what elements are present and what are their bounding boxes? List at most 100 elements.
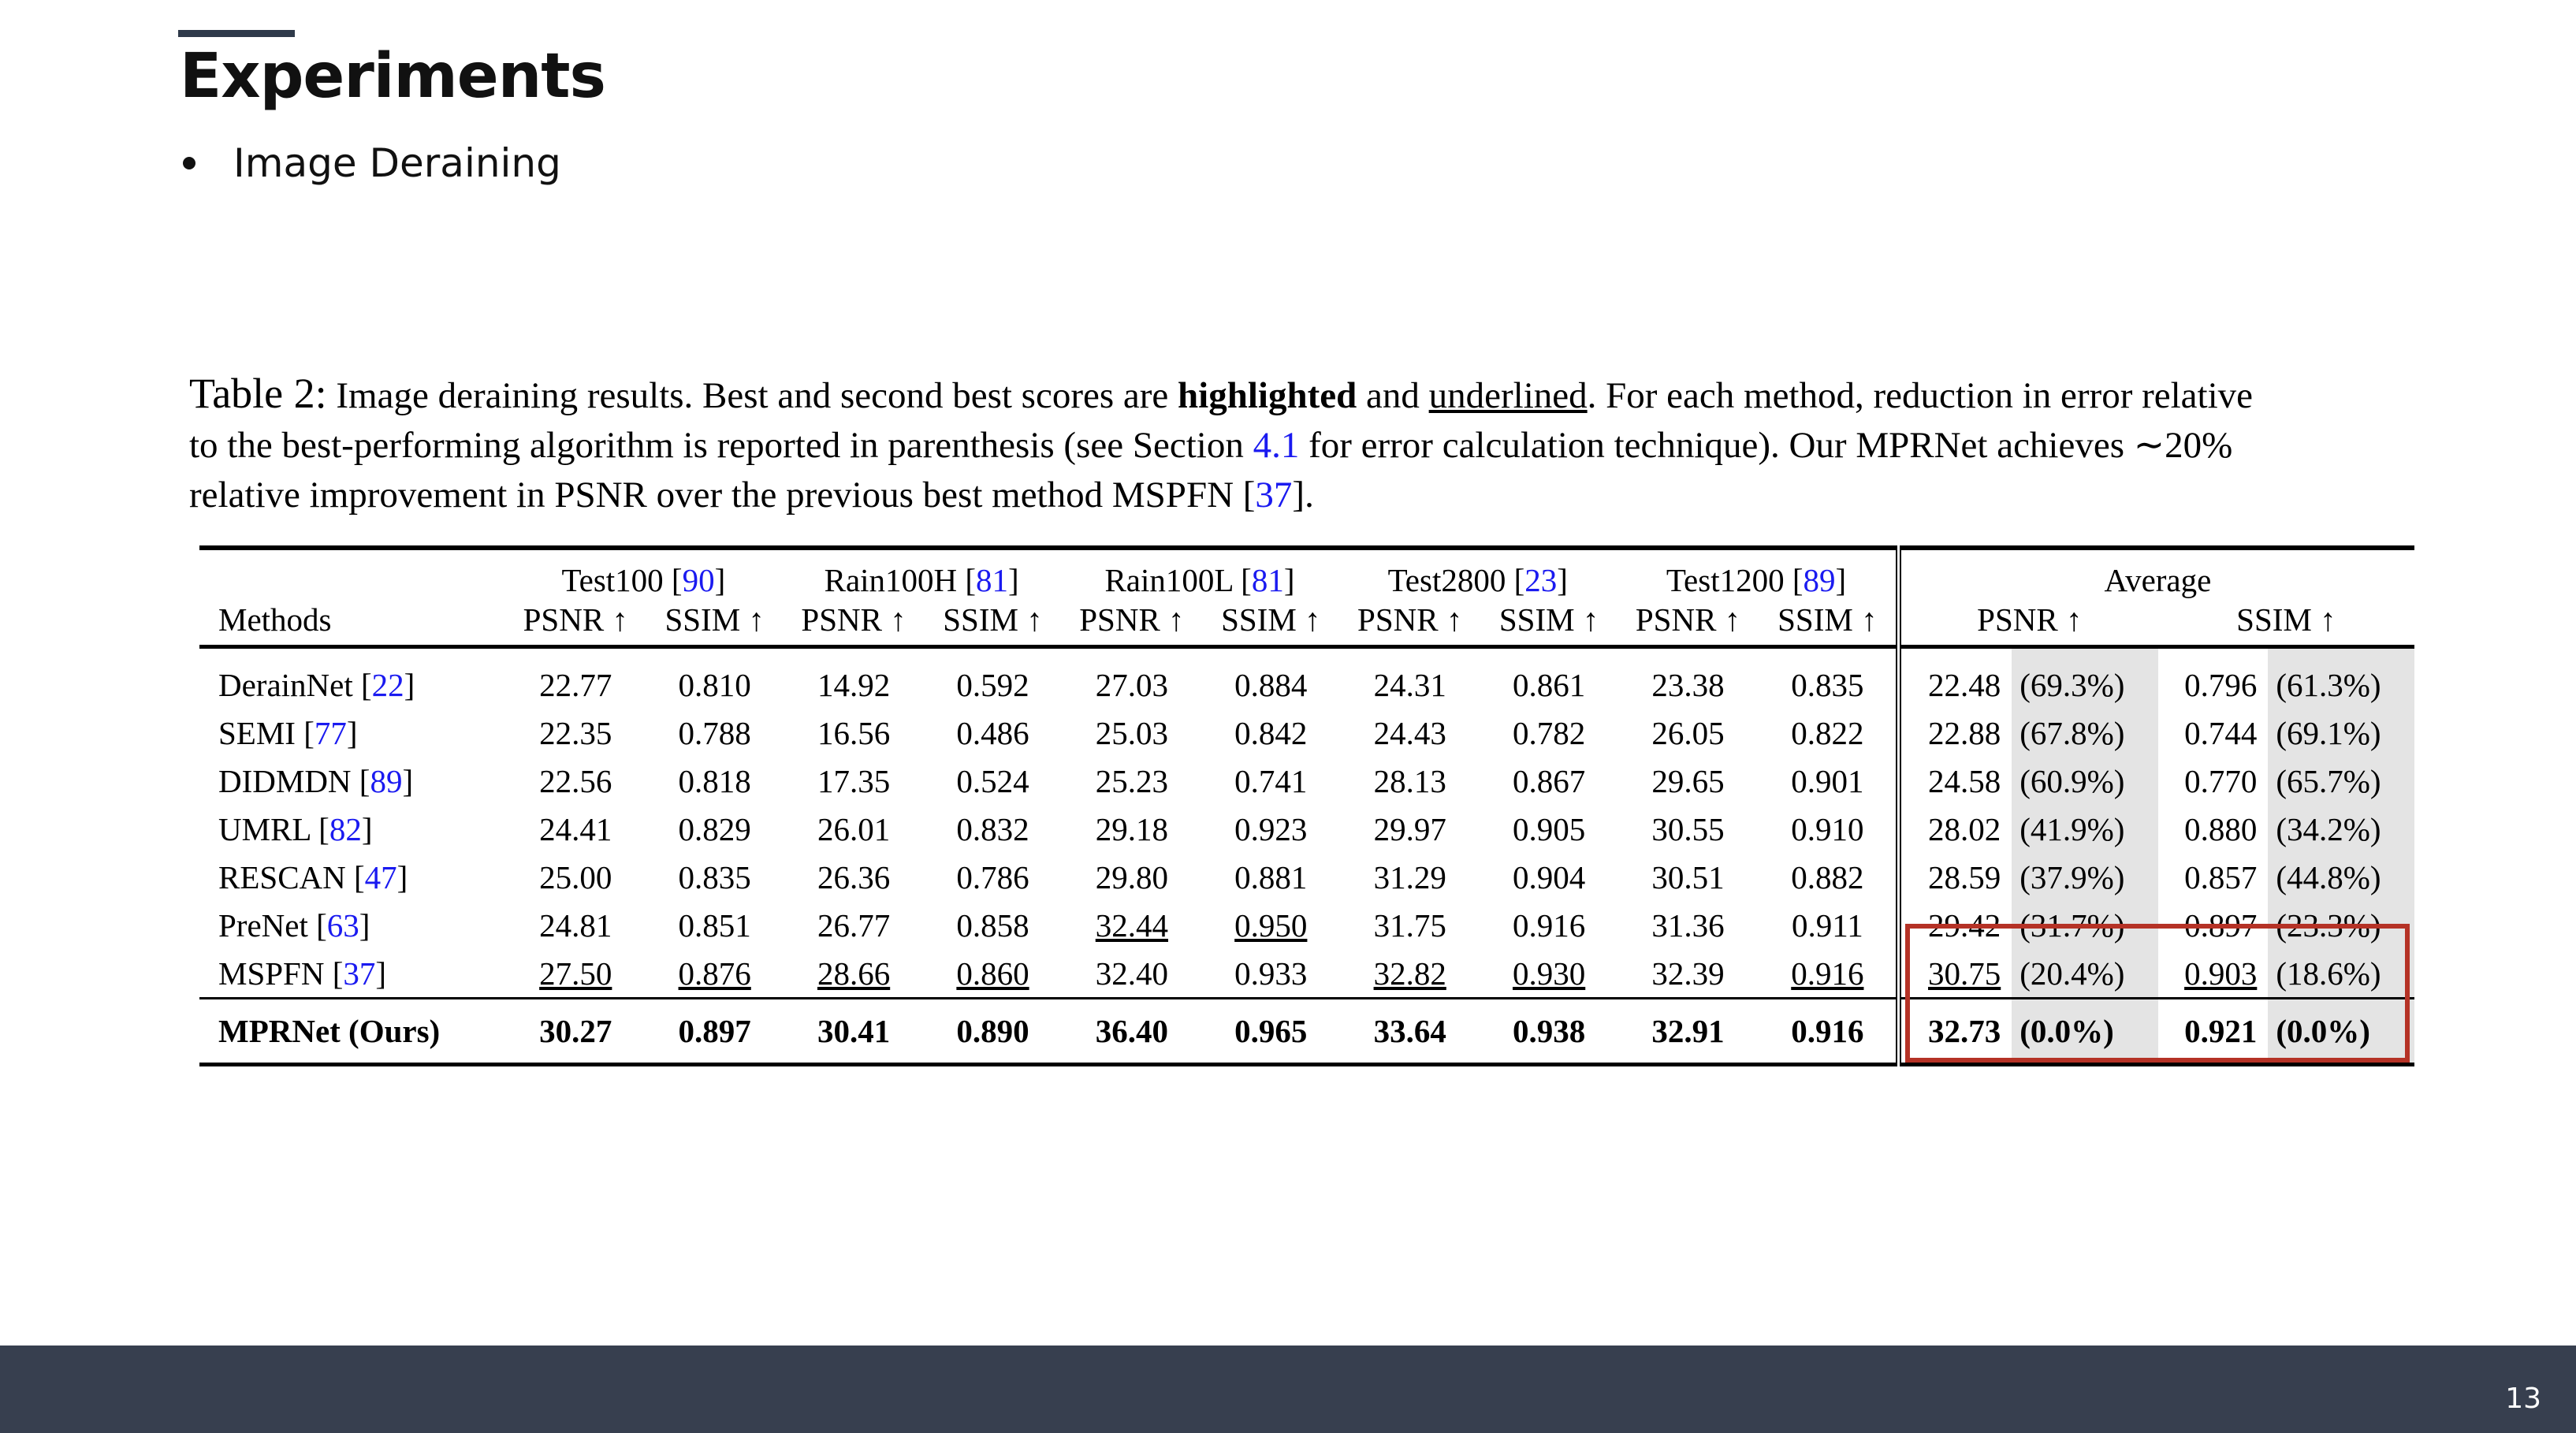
score-cell: 0.901 bbox=[1759, 757, 1901, 805]
score-cell: 0.858 bbox=[956, 906, 1029, 944]
average-header: Average bbox=[2104, 562, 2212, 598]
caption-text: Image deraining results. Best and second… bbox=[336, 375, 1178, 416]
method-label: MPRNet (Ours) bbox=[218, 1013, 441, 1049]
bracket: ] bbox=[404, 667, 415, 703]
score-cell: 36.40 bbox=[1060, 997, 1204, 1065]
psnr-header: PSNR ↑ bbox=[1617, 599, 1759, 649]
score-cell: 28.66 bbox=[817, 955, 891, 992]
citation-link[interactable]: 81 bbox=[976, 562, 1009, 598]
score-cell: 0.923 bbox=[1234, 810, 1308, 847]
method-label: SEMI [ bbox=[218, 714, 315, 751]
caption-line-3: relative improvement in PSNR over the pr… bbox=[189, 471, 2420, 520]
average-cell: 32.73 bbox=[1898, 997, 2012, 1065]
citation-link[interactable]: 37 bbox=[343, 955, 376, 992]
method-label: RESCAN [ bbox=[218, 858, 365, 895]
ssim-header: SSIM ↑ bbox=[1203, 599, 1339, 649]
bracket: ] bbox=[1283, 562, 1295, 598]
methods-header: Methods bbox=[199, 599, 504, 649]
average-cell: 24.58 bbox=[1928, 762, 2001, 799]
score-cell: 27.03 bbox=[1095, 667, 1169, 703]
score-cell: 0.786 bbox=[956, 858, 1029, 895]
caption-underlined-word: underlined bbox=[1428, 375, 1588, 416]
method-name: MPRNet (Ours) bbox=[199, 997, 504, 1065]
title-accent-bar bbox=[178, 30, 295, 37]
psnr-header: PSNR ↑ bbox=[504, 599, 647, 649]
score-cell: 30.55 bbox=[1651, 810, 1725, 847]
citation-link[interactable]: 37 bbox=[1255, 475, 1293, 516]
citation-link[interactable]: 22 bbox=[371, 667, 404, 703]
citation-link[interactable]: 82 bbox=[329, 810, 362, 847]
dataset-name: Rain100L [ bbox=[1104, 562, 1252, 598]
psnr-header: PSNR ↑ bbox=[1060, 599, 1204, 649]
reduction-cell: (69.1%) bbox=[2268, 709, 2414, 757]
bracket: ] bbox=[1008, 562, 1019, 598]
score-cell: 0.965 bbox=[1203, 997, 1339, 1065]
citation-link[interactable]: 63 bbox=[326, 906, 359, 944]
average-cell: 0.921 bbox=[2157, 997, 2269, 1065]
reduction-cell: (37.9%) bbox=[2012, 853, 2158, 901]
dataset-header: Test1200 [89] bbox=[1617, 548, 1901, 599]
score-cell: 25.23 bbox=[1095, 762, 1169, 799]
average-cell: 22.48 bbox=[1928, 667, 2001, 703]
score-cell: 0.916 bbox=[1512, 906, 1586, 944]
score-cell: 0.842 bbox=[1234, 714, 1308, 751]
citation-link[interactable]: 77 bbox=[314, 714, 347, 751]
score-cell: 0.741 bbox=[1234, 762, 1308, 799]
score-cell: 14.92 bbox=[817, 667, 891, 703]
score-cell: 0.788 bbox=[678, 714, 751, 751]
avg-psnr-header: PSNR ↑ bbox=[1898, 599, 2158, 649]
average-cell: 0.903 bbox=[2184, 955, 2258, 992]
psnr-header: PSNR ↑ bbox=[782, 599, 925, 649]
bracket: ] bbox=[375, 955, 387, 992]
citation-link[interactable]: 47 bbox=[364, 858, 397, 895]
score-cell: 0.835 bbox=[1759, 646, 1901, 709]
dataset-header: Rain100L [81] bbox=[1061, 548, 1339, 599]
caption-text: for error calculation technique). Our MP… bbox=[1299, 425, 2233, 466]
score-cell: 0.933 bbox=[1234, 955, 1308, 992]
section-ref-link[interactable]: 4.1 bbox=[1253, 425, 1300, 466]
citation-link[interactable]: 89 bbox=[370, 762, 403, 799]
dataset-name: Test2800 [ bbox=[1387, 562, 1525, 598]
average-cell: 0.796 bbox=[2184, 667, 2258, 703]
score-cell: 0.911 bbox=[1759, 901, 1901, 949]
table-row: MSPFN [37] 27.50 0.876 28.66 0.860 32.40 0.933… bbox=[199, 949, 2414, 999]
bullet-list: Image Deraining bbox=[180, 140, 561, 186]
score-cell: 0.890 bbox=[925, 997, 1061, 1065]
score-cell: 0.829 bbox=[678, 810, 751, 847]
score-cell: 30.41 bbox=[782, 997, 925, 1065]
score-cell: 32.40 bbox=[1095, 955, 1169, 992]
slide-title: Experiments bbox=[180, 41, 606, 112]
highlight-box bbox=[1905, 924, 2410, 1063]
caption-label: Table 2: bbox=[189, 370, 327, 417]
score-cell: 32.82 bbox=[1373, 955, 1446, 992]
score-cell: 24.31 bbox=[1373, 667, 1446, 703]
table-row: UMRL [82] 24.41 0.829 26.01 0.832 29.18 0.923 2… bbox=[199, 805, 2414, 853]
average-cell: 28.02 bbox=[1928, 810, 2001, 847]
average-cell: 28.59 bbox=[1928, 858, 2001, 895]
reduction-cell: (44.8%) bbox=[2268, 853, 2414, 901]
score-cell: 0.916 bbox=[1759, 949, 1901, 999]
average-cell: 0.880 bbox=[2184, 810, 2258, 847]
header-row-metrics: Methods PSNR ↑ SSIM ↑ PSNR ↑ SSIM ↑ PSNR ↑ SSI… bbox=[199, 599, 2414, 649]
table-row: RESCAN [47] 25.00 0.835 26.36 0.786 29.80 0.88… bbox=[199, 853, 2414, 901]
score-cell: 0.881 bbox=[1234, 858, 1308, 895]
citation-link[interactable]: 23 bbox=[1524, 562, 1558, 598]
citation-link[interactable]: 81 bbox=[1251, 562, 1284, 598]
score-cell: 0.950 bbox=[1234, 906, 1308, 944]
reduction-cell: (20.4%) bbox=[2012, 949, 2158, 999]
bracket: ] bbox=[361, 810, 373, 847]
citation-link[interactable]: 90 bbox=[682, 562, 715, 598]
method-label: UMRL [ bbox=[218, 810, 329, 847]
citation-link[interactable]: 89 bbox=[1803, 562, 1836, 598]
score-cell: 0.832 bbox=[956, 810, 1029, 847]
bracket: ] bbox=[1835, 562, 1847, 598]
method-name: MSPFN [37] bbox=[199, 949, 504, 999]
score-cell: 0.930 bbox=[1512, 955, 1586, 992]
header-row-datasets: Test100 [90] Rain100H [81] Rain100L [81] Te… bbox=[199, 548, 2414, 599]
reduction-cell: (61.3%) bbox=[2268, 646, 2414, 709]
score-cell: 32.91 bbox=[1617, 997, 1759, 1065]
average-cell: 0.744 bbox=[2184, 714, 2258, 751]
score-cell: 23.38 bbox=[1651, 667, 1725, 703]
ssim-header: SSIM ↑ bbox=[1481, 599, 1617, 649]
average-cell: 0.857 bbox=[2184, 858, 2258, 895]
